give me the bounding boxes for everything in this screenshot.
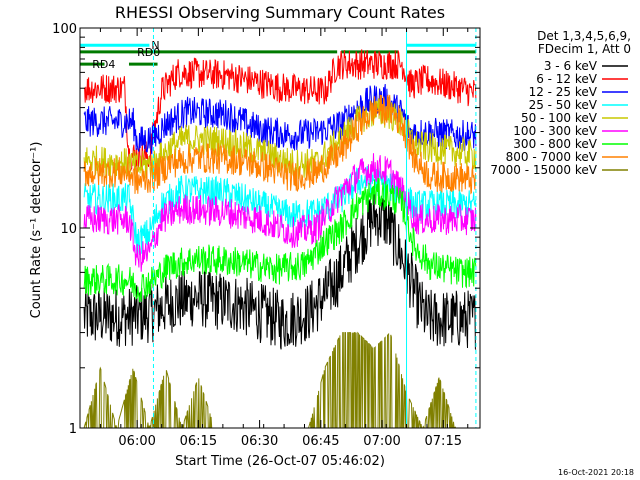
x-axis-label: Start Time (26-Oct-07 05:46:02) [175,454,385,469]
series-trace [83,331,476,429]
legend-label: 100 - 300 keV [513,124,597,138]
legend-header-line-2: FDecim 1, Att 0 [538,42,631,56]
y-tick-label: 10 [60,222,77,237]
y-axis-label: Count Rate (s⁻¹ detector⁻¹) [29,142,44,319]
series-trace [83,153,477,272]
legend-label: 3 - 6 keV [544,59,598,73]
flag-label-n: N [151,39,159,52]
x-tick-label: 07:15 [425,434,462,449]
axes-layer: 1 10 100 06:00 06:15 06:30 06:45 07:00 07:15 [52,22,480,449]
series-trace [83,98,477,180]
x-tick-label: 06:45 [302,434,339,449]
x-tick-label: 07:00 [363,434,400,449]
legend-label: 800 - 7000 keV [506,150,598,164]
series-trace [83,190,477,350]
legend-header-line-1: Det 1,3,4,5,6,9, [537,29,631,43]
legend-label: 25 - 50 keV [529,98,598,112]
flag-label-rd0: RD0 [137,46,160,59]
legend-label: 300 - 800 keV [513,137,597,151]
series-trace [83,165,477,255]
footer-timestamp: 16-Oct-2021 20:18 [558,468,634,477]
x-tick-label: 06:00 [118,434,155,449]
series-trace [83,177,477,303]
y-tick-label: 100 [52,22,77,37]
legend: Det 1,3,4,5,6,9, FDecim 1, Att 0 3 - 6 k… [490,29,631,177]
chart-title: RHESSI Observing Summary Count Rates [115,3,445,22]
legend-label: 12 - 25 keV [529,85,598,99]
series-layer [83,49,477,429]
legend-label: 6 - 12 keV [536,72,598,86]
x-tick-label: 06:30 [241,434,278,449]
legend-label: 50 - 100 keV [521,111,598,125]
legend-label: 7000 - 15000 keV [490,163,597,177]
x-tick-label: 06:15 [180,434,217,449]
series-trace [83,94,477,195]
flag-label-rd4: RD4 [92,58,115,71]
y-tick-label: 1 [69,422,77,437]
